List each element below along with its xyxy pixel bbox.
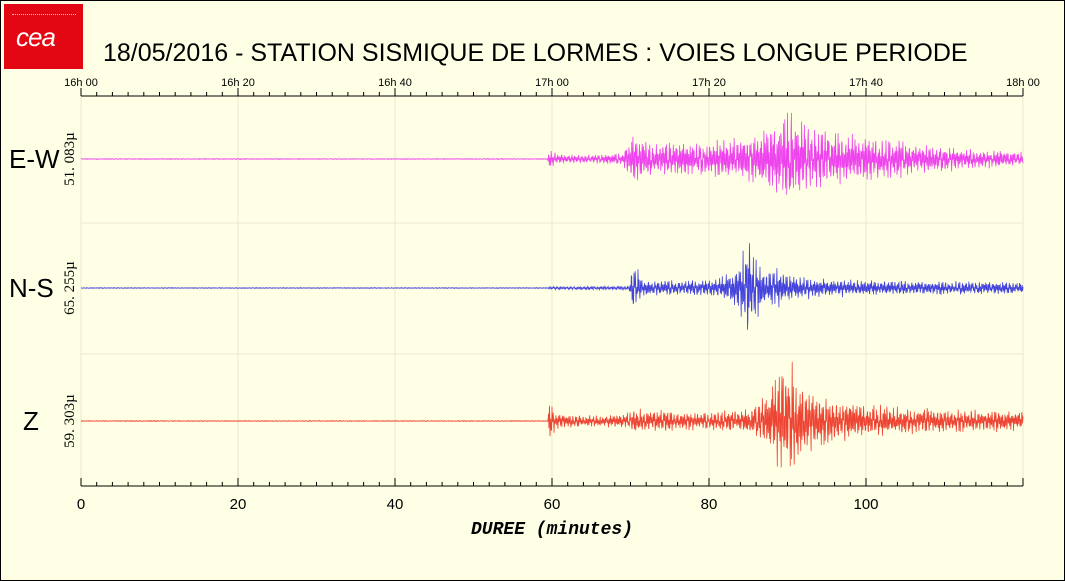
chart-title: 18/05/2016 - STATION SISMIQUE DE LORMES …	[103, 39, 968, 67]
amplitude-label: 51. 083µ	[62, 132, 78, 186]
top-axis-tick-label: 16h 20	[221, 77, 255, 89]
amplitude-label: 59. 303µ	[62, 394, 78, 448]
x-axis-label: DUREE (minutes)	[471, 520, 633, 540]
bottom-axis-tick-label: 100	[853, 496, 878, 513]
top-axis-tick-label: 18h 00	[1006, 77, 1040, 89]
bottom-axis-tick-label: 20	[230, 496, 247, 513]
amplitude-label: 65. 255µ	[62, 261, 78, 315]
trace-z	[80, 361, 1024, 468]
top-axis-tick-label: 17h 40	[849, 77, 883, 89]
channel-label: Z	[23, 406, 39, 436]
top-axis-tick-label: 16h 40	[378, 77, 412, 89]
trace-n-s	[80, 243, 1024, 330]
top-axis-tick-label: 16h 00	[64, 77, 98, 89]
bottom-axis-tick-label: 40	[387, 496, 404, 513]
channel-label: N-S	[9, 273, 54, 303]
logo-text: cea	[16, 22, 56, 52]
bottom-axis-tick-label: 80	[701, 496, 718, 513]
top-axis-tick-label: 17h 20	[692, 77, 726, 89]
trace-e-w	[80, 112, 1024, 195]
cea-logo: cea	[4, 4, 83, 69]
bottom-axis-tick-label: 0	[77, 496, 85, 513]
logo-tagline	[12, 14, 76, 19]
bottom-axis-tick-label: 60	[544, 496, 561, 513]
channel-label: E-W	[9, 144, 60, 174]
top-axis-tick-label: 17h 00	[535, 77, 569, 89]
